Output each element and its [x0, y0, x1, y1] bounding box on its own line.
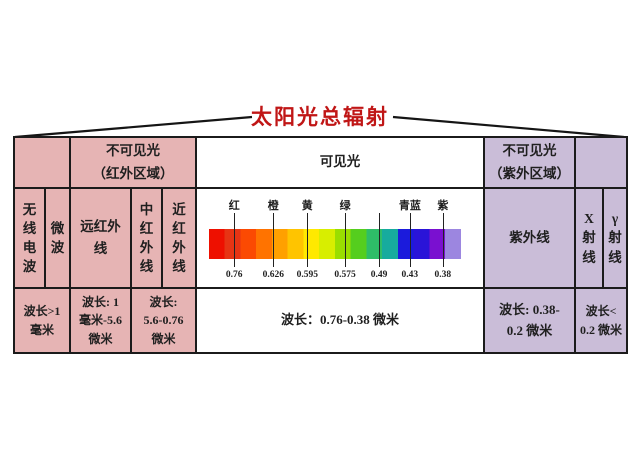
wavelength-ultraviolet-cell: 波长: 0.38- 0.2 微米 [485, 289, 576, 352]
spectrum-color-label: 红 [228, 200, 240, 212]
wavelength-visible-cell: 波长：0.76-0.38 微米 [197, 289, 485, 352]
band-far-infrared-line1: 远红外 [80, 219, 121, 235]
wavelength-radio-microwave-cell: 波长>1 毫米 [15, 289, 71, 352]
spectrum-tick-value: 0.575 [334, 270, 356, 280]
header-ultraviolet-line2: （紫外区域） [489, 165, 570, 181]
band-microwave-label: 微波 [50, 220, 65, 255]
band-mid-infrared-cell: 中红外线 [132, 189, 163, 289]
spectrum: 红 0.76 橙 0.626 黄 0.595 绿 0.575 0.49 青蓝 0.43 紫 0.38 [209, 189, 461, 287]
spectrum-tick [442, 213, 444, 267]
band-microwave-cell: 微波 [46, 189, 71, 289]
spectrum-color-label: 青蓝 [398, 200, 421, 212]
wavelength-line: 微米 [88, 331, 113, 346]
spectrum-tick [409, 213, 411, 267]
spectrum-color-label: 黄 [301, 200, 313, 212]
band-mid-infrared-label: 中红外线 [139, 201, 154, 275]
band-far-infrared-cell: 远红外 线 [71, 189, 132, 289]
diagram-title: 太阳光总辐射 [251, 105, 389, 129]
wavelength-line: 波长: [149, 294, 178, 309]
band-ultraviolet-cell: 紫外线 [485, 189, 576, 289]
spectrum-bar [209, 229, 461, 259]
band-radio-label: 无线电波 [22, 201, 37, 275]
spectrum-color-label: 紫 [437, 200, 449, 212]
header-infrared-line2: （红外区域） [92, 165, 174, 181]
spectrum-tick [379, 213, 381, 267]
wavelength-line: 0.2 微米 [579, 322, 622, 337]
spectrum-tick-value: 0.38 [434, 270, 452, 280]
spectrum-tick-value: 0.43 [401, 270, 419, 280]
spectrum-tick [345, 213, 347, 267]
wavelength-line: 波长>1 [23, 303, 61, 318]
wavelength-mid-near-infrared-cell: 波长: 5.6-0.76 微米 [132, 289, 197, 352]
band-xray-label: X射线 [582, 211, 596, 265]
wavelength-far-infrared-cell: 波长: 1 毫米-5.6 微米 [71, 289, 132, 352]
band-near-infrared-label: 近红外线 [172, 201, 186, 275]
spectrum-table: 不可见光 （红外区域） 可见光 不可见光 （紫外区域） 无线电波 微波 远红外 … [13, 136, 628, 354]
band-near-infrared-cell: 近红外线 [163, 189, 197, 289]
band-far-infrared-line2: 线 [93, 241, 108, 256]
wavelength-line: 微米 [151, 331, 176, 346]
band-radio-cell: 无线电波 [15, 189, 46, 289]
wavelength-line: 波长< [585, 303, 617, 318]
visible-spectrum-cell: 红 0.76 橙 0.626 黄 0.595 绿 0.575 0.49 青蓝 0.43 紫 0.38 [197, 189, 485, 289]
header-infrared-cell: 不可见光 （红外区域） [71, 138, 197, 189]
spectrum-tick [273, 213, 275, 267]
wavelength-line: 毫米 [29, 322, 54, 337]
header-empty-right-cell [576, 138, 626, 189]
spectrum-tick-value: 0.626 [262, 270, 284, 280]
wavelength-line: 毫米-5.6 [79, 313, 122, 328]
spectrum-color-label: 绿 [339, 200, 351, 212]
band-gamma-label: γ射线 [608, 211, 622, 265]
spectrum-tick [234, 213, 236, 267]
spectrum-color-label: 橙 [267, 200, 279, 212]
wavelength-line: 波长: 1 [82, 294, 119, 309]
spectrum-tick [307, 213, 309, 267]
band-xray-cell: X射线 [576, 189, 604, 289]
header-ultraviolet-line1: 不可见光 [502, 142, 557, 158]
band-gamma-cell: γ射线 [604, 189, 626, 289]
wavelength-line: 0.2 微米 [506, 322, 553, 338]
wavelength-line: 波长: 0.38- [499, 302, 560, 318]
spectrum-tick-value: 0.49 [370, 270, 388, 280]
header-infrared-line1: 不可见光 [106, 142, 160, 158]
header-visible-cell: 可见光 [197, 138, 485, 189]
spectrum-tick-value: 0.595 [296, 270, 318, 280]
wavelength-line: 5.6-0.76 [143, 313, 184, 328]
header-ultraviolet-cell: 不可见光 （紫外区域） [485, 138, 576, 189]
wavelength-xray-gamma-cell: 波长< 0.2 微米 [576, 289, 626, 352]
header-empty-left-cell [15, 138, 71, 189]
spectrum-tick-value: 0.76 [225, 270, 243, 280]
